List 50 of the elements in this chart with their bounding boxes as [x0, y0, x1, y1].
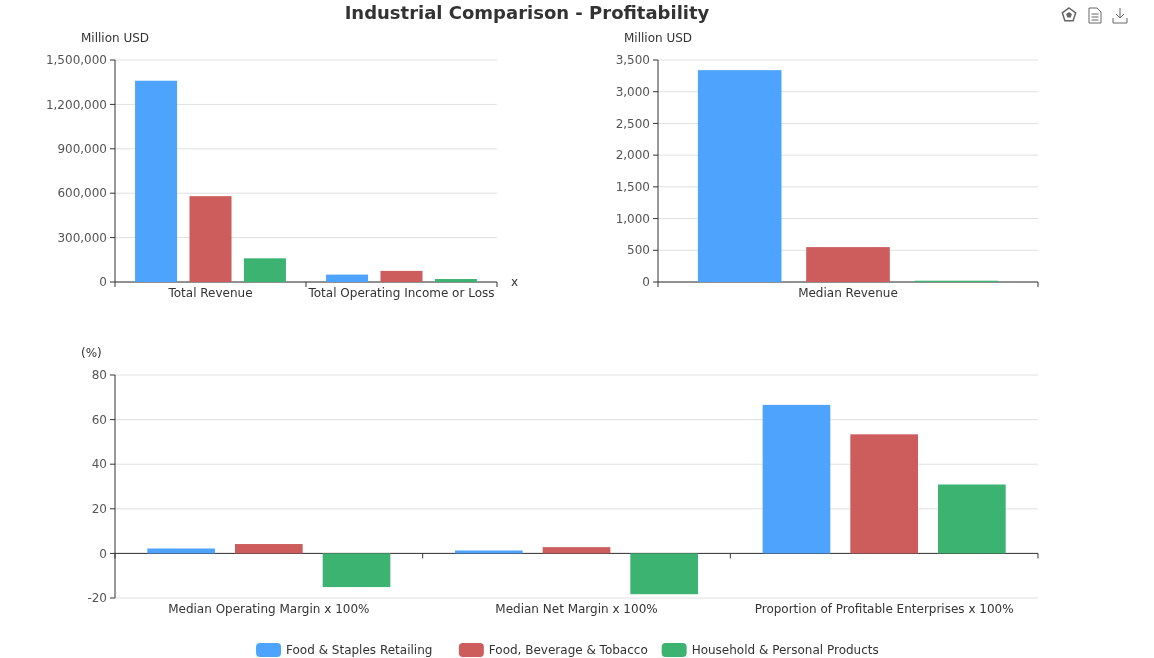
y-tick-label: 40 — [91, 457, 107, 472]
x-tick-label: Median Operating Margin x 100% — [168, 602, 370, 616]
bar — [147, 548, 215, 554]
bar — [762, 404, 831, 554]
y-tick-label: 20 — [91, 502, 107, 516]
y-tick-label: 1,500,000 — [45, 53, 107, 68]
y-tick-label: 3,000 — [615, 84, 650, 99]
bar — [322, 553, 391, 588]
y-tick-label: 60 — [91, 412, 107, 427]
y-tick-label: 900,000 — [57, 142, 107, 156]
y-tick-label: 300,000 — [57, 230, 107, 245]
bar — [938, 484, 1006, 554]
x-tick-label: Median Revenue — [798, 286, 898, 300]
y-tick-label: 0 — [99, 275, 107, 290]
y-tick-label: -20 — [87, 591, 107, 606]
y-axis-title: Million USD — [81, 31, 150, 45]
y-tick-label: 1,000 — [615, 211, 650, 226]
x-axis-title: x — [511, 275, 519, 290]
y-tick-label: 1,500 — [615, 180, 650, 195]
y-tick-label: 3,500 — [615, 53, 650, 68]
y-axis-title: (%) — [81, 346, 102, 360]
y-tick-label: 500 — [627, 243, 650, 258]
bar — [806, 247, 890, 282]
bar — [135, 80, 178, 282]
y-tick-label: 0 — [99, 546, 107, 561]
y-tick-label: 80 — [91, 368, 107, 383]
bar — [630, 553, 699, 595]
y-tick-label: 1,200,000 — [45, 97, 107, 112]
chart-title: Industrial Comparison - Profitability — [344, 2, 710, 23]
bar — [243, 258, 286, 282]
bar — [326, 274, 369, 282]
legend-label: Household & Personal Products — [691, 643, 879, 658]
bar — [434, 279, 477, 282]
y-tick-label: 2,500 — [615, 116, 650, 131]
y-axis-title: Million USD — [624, 31, 693, 45]
bar — [189, 196, 232, 282]
y-tick-label: 0 — [642, 275, 650, 290]
x-tick-label: Total Operating Income or Loss — [307, 286, 495, 300]
bar — [850, 434, 919, 554]
bar — [697, 70, 782, 282]
x-tick-label: Total Revenue — [167, 286, 253, 300]
y-tick-label: 600,000 — [57, 186, 107, 201]
y-tick-label: 2,000 — [615, 148, 650, 163]
x-tick-label: Proportion of Profitable Enterprises x 100% — [754, 602, 1014, 616]
bar — [380, 270, 423, 282]
x-tick-label: Median Net Margin x 100% — [495, 602, 658, 616]
legend-label: Food, Beverage & Tobacco — [488, 643, 648, 658]
bar — [234, 544, 303, 554]
legend-label: Food & Staples Retailing — [286, 643, 433, 658]
bar — [542, 547, 611, 554]
